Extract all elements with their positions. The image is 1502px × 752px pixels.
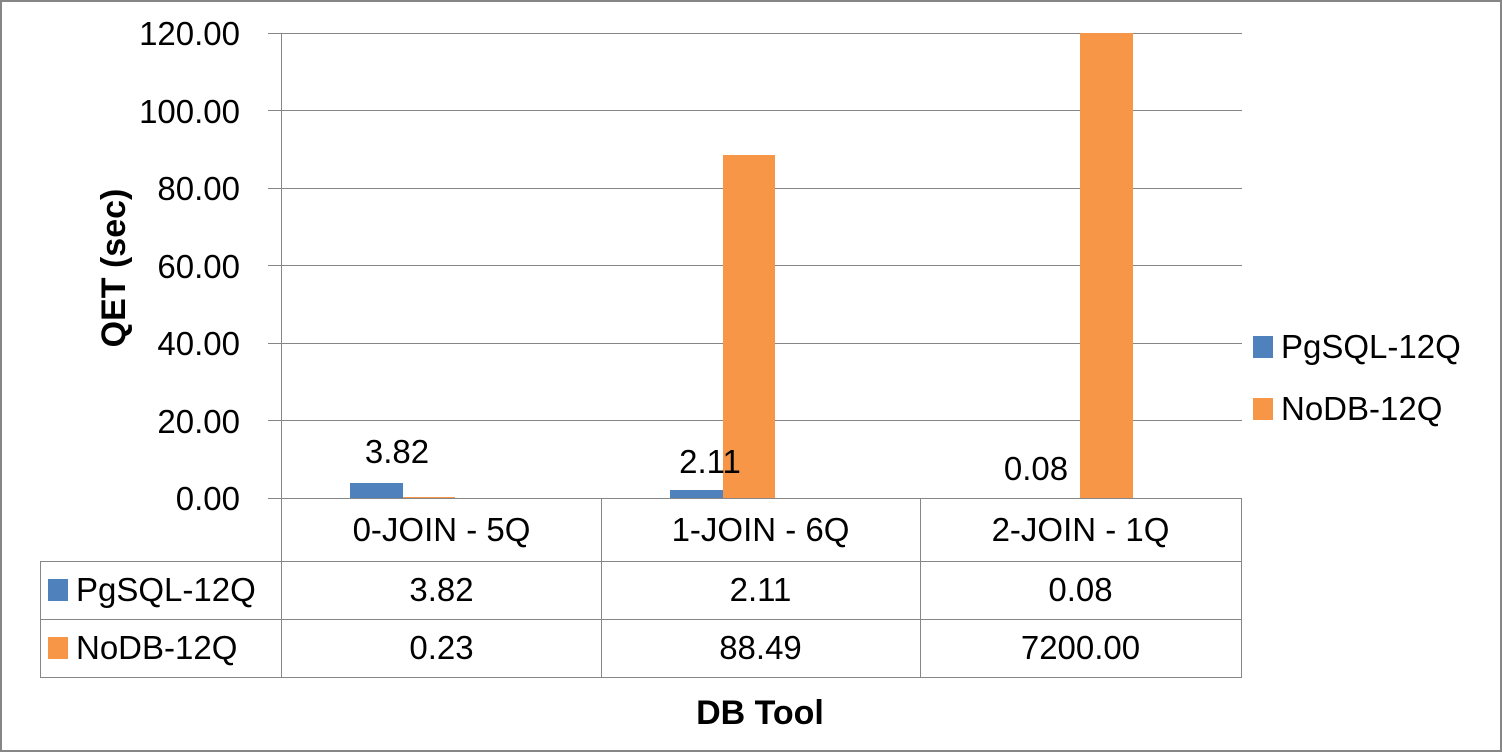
legend-swatch-icon (48, 637, 68, 659)
table-divider (601, 498, 602, 678)
bar-nodb-0join (403, 497, 455, 498)
y-tick-80: 80.00 (157, 170, 240, 207)
bar-nodb-1join (723, 155, 775, 498)
legend-item-pgsql: PgSQL-12Q (1253, 328, 1461, 366)
table-divider (40, 619, 1242, 620)
table-divider (920, 498, 921, 678)
x-axis-title: DB Tool (696, 694, 824, 732)
y-tick-60: 60.00 (157, 248, 240, 285)
legend-label: NoDB-12Q (1281, 390, 1443, 427)
y-tick-100: 100.00 (139, 93, 240, 130)
legend-item-nodb: NoDB-12Q (1253, 390, 1442, 428)
table-cell: 88.49 (719, 629, 802, 666)
data-label-pgsql-0join: 3.82 (364, 433, 430, 470)
x-axis-line (268, 498, 1242, 499)
y-axis-line (281, 33, 282, 678)
bar-pgsql-1join (670, 490, 723, 498)
table-row-header-nodb: NoDB-12Q (40, 619, 282, 677)
y-tick-120: 120.00 (139, 15, 240, 52)
legend-label: PgSQL-12Q (1281, 328, 1461, 365)
table-divider (1241, 498, 1242, 678)
category-label-0join: 0-JOIN - 5Q (352, 510, 531, 548)
table-cell: 7200.00 (1020, 629, 1141, 666)
table-divider (40, 677, 1242, 678)
y-tick-0: 0.00 (175, 480, 240, 517)
y-tick-40: 40.00 (157, 325, 240, 362)
bar-pgsql-0join (350, 483, 403, 498)
data-label-pgsql-2join: 0.08 (1003, 450, 1069, 487)
legend-swatch-icon (48, 579, 68, 601)
table-cell: 0.08 (1048, 571, 1113, 608)
category-label-2join: 2-JOIN - 1Q (991, 510, 1170, 548)
table-cell: 3.82 (409, 571, 474, 608)
row-label: PgSQL-12Q (76, 571, 256, 608)
legend-swatch-icon (1253, 398, 1273, 420)
gridline (268, 110, 1242, 111)
row-label: NoDB-12Q (76, 629, 238, 666)
table-cell: 2.11 (729, 571, 792, 608)
table-row-header-pgsql: PgSQL-12Q (40, 561, 282, 619)
bar-nodb-2join (1080, 33, 1133, 498)
legend-swatch-icon (1253, 336, 1273, 358)
y-tick-20: 20.00 (157, 403, 240, 440)
category-label-1join: 1-JOIN - 6Q (671, 510, 850, 548)
table-cell: 0.23 (409, 629, 474, 666)
table-divider (40, 561, 1242, 562)
data-label-pgsql-1join: 2.11 (679, 443, 741, 480)
gridline (268, 33, 1242, 34)
